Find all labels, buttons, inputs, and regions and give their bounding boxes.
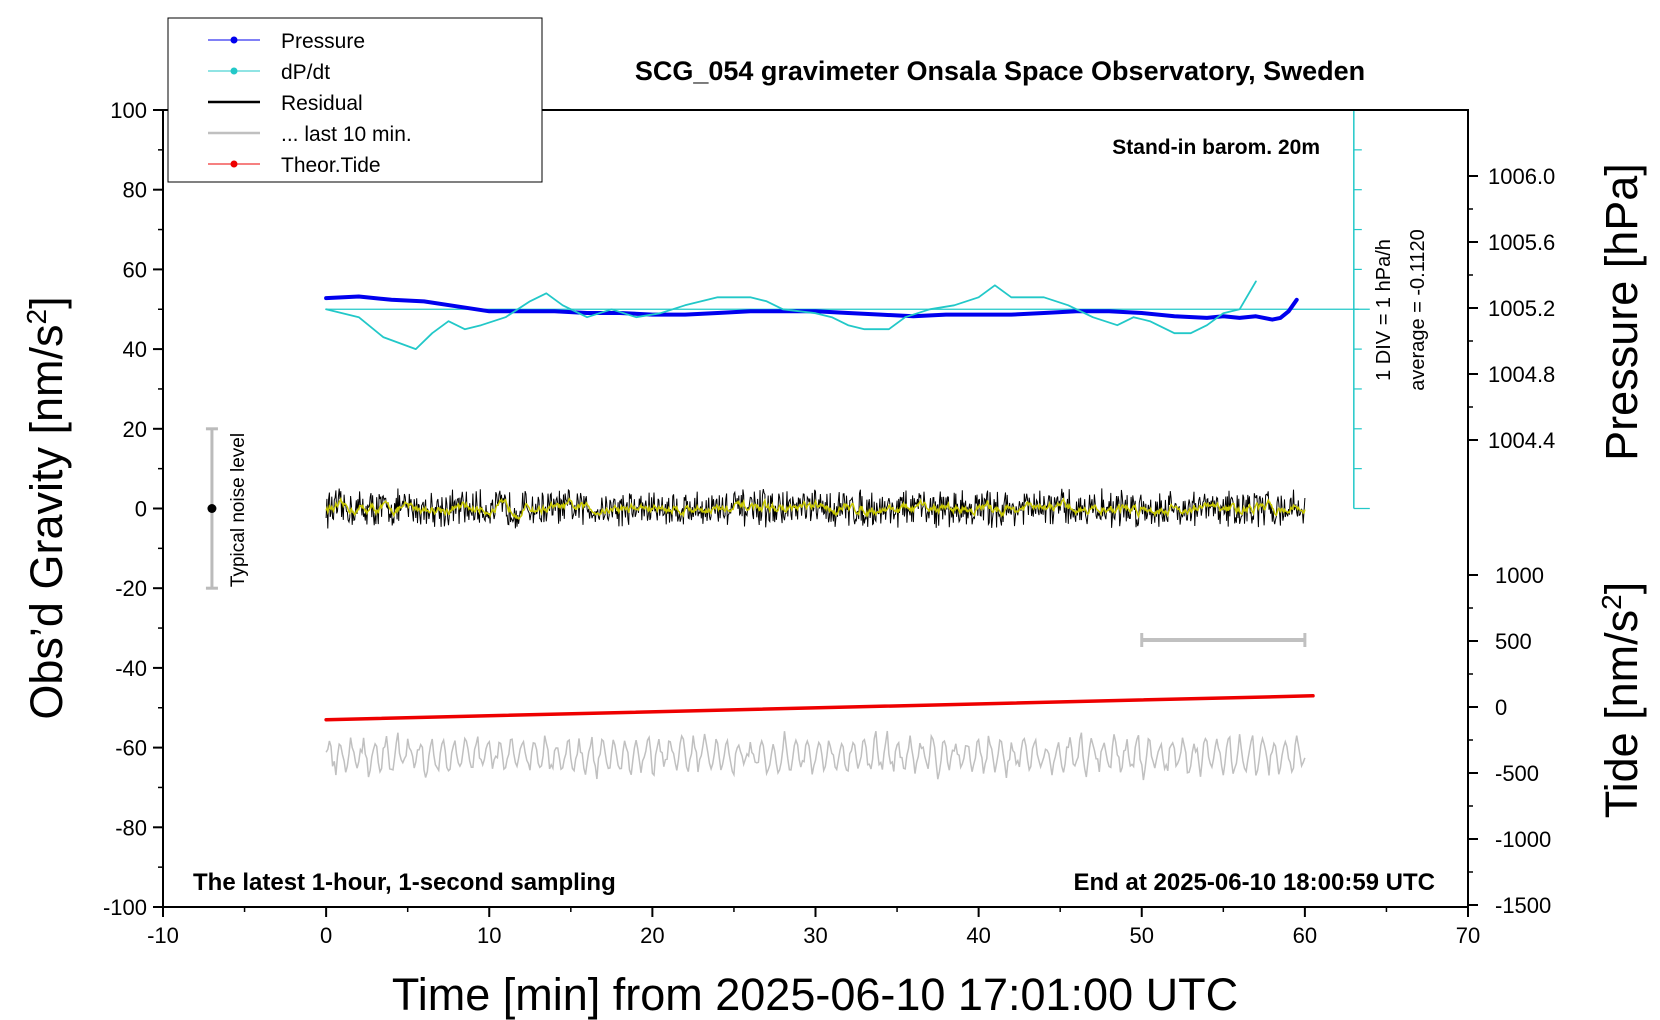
x-tick-label: 20 bbox=[640, 923, 664, 948]
x-tick-label: 0 bbox=[320, 923, 332, 948]
pressure-tick-label: 1004.8 bbox=[1488, 362, 1555, 387]
x-tick-label: 10 bbox=[477, 923, 501, 948]
legend: Pressure dP/dt Residual ... last 10 min. The… bbox=[167, 17, 543, 183]
tide-tick-label: 0 bbox=[1495, 695, 1507, 720]
y-left-tick-label: -20 bbox=[115, 576, 147, 601]
noise-bar-center bbox=[207, 504, 217, 513]
pressure-tick-label: 1006.0 bbox=[1488, 164, 1555, 189]
latest-hour-annotation: The latest 1-hour, 1-second sampling bbox=[193, 869, 616, 896]
y-left-tick-label: 80 bbox=[123, 178, 147, 203]
div-annotation: 1 DIV = 1 hPa/h bbox=[1373, 239, 1395, 381]
legend-marker bbox=[230, 160, 238, 168]
tide-tick-label: -1500 bbox=[1495, 893, 1551, 918]
plot-frame bbox=[162, 109, 1469, 908]
series-line bbox=[325, 280, 1257, 350]
legend-marker bbox=[230, 67, 238, 75]
pressure-tick-label: 1005.2 bbox=[1488, 296, 1555, 321]
x-tick-label: 60 bbox=[1293, 923, 1317, 948]
stand-in-annotation: Stand-in barom. 20m bbox=[1112, 136, 1320, 159]
x-axis-label: Time [min] from 2025-06-10 17:01:00 UTC bbox=[392, 969, 1238, 1020]
pressure-axis-label: Pressure [hPa] bbox=[1596, 163, 1647, 461]
y-left-tick-label: 40 bbox=[123, 337, 147, 362]
y-axis-left-label: Obs’d Gravity [nm/s2] bbox=[21, 296, 72, 719]
legend-label: Pressure bbox=[281, 30, 365, 53]
chart-title: SCG_054 gravimeter Onsala Space Observat… bbox=[635, 56, 1365, 86]
y-left-tick-label: -40 bbox=[115, 656, 147, 681]
legend-box bbox=[167, 17, 543, 183]
end-time-annotation: End at 2025-06-10 18:00:59 UTC bbox=[1074, 869, 1436, 896]
tide-tick-label: 1000 bbox=[1495, 563, 1544, 588]
x-tick-label: 70 bbox=[1456, 923, 1480, 948]
residual-smoothed-line bbox=[325, 496, 1306, 520]
average-annotation: average = -0.1120 bbox=[1407, 229, 1429, 390]
y-left-tick-label: -100 bbox=[103, 895, 147, 920]
legend-label: dP/dt bbox=[281, 61, 330, 84]
tide-tick-label: -1000 bbox=[1495, 827, 1551, 852]
y-left-tick-label: -80 bbox=[115, 815, 147, 840]
series-line bbox=[324, 294, 1299, 322]
y-left-tick-label: 20 bbox=[123, 417, 147, 442]
tide-axis-label: Tide [nm/s2] bbox=[1596, 582, 1647, 818]
pressure-tick-label: 1004.4 bbox=[1488, 428, 1555, 453]
residual-series-line bbox=[325, 488, 1306, 529]
tide-tick-label: 500 bbox=[1495, 629, 1532, 654]
x-tick-label: 40 bbox=[966, 923, 990, 948]
noise-annotation: Typical noise level bbox=[228, 433, 249, 587]
y-left-tick-label: 0 bbox=[135, 497, 147, 522]
legend-marker bbox=[230, 36, 238, 44]
y-left-tick-label: -60 bbox=[115, 736, 147, 761]
tide-tick-label: -500 bbox=[1495, 761, 1539, 786]
x-tick-label: -10 bbox=[147, 923, 179, 948]
x-tick-label: 30 bbox=[803, 923, 827, 948]
series-line bbox=[324, 694, 1315, 722]
last10-series-line bbox=[325, 730, 1306, 781]
x-tick-label: 50 bbox=[1130, 923, 1154, 948]
pressure-tick-label: 1005.6 bbox=[1488, 230, 1555, 255]
legend-label: Theor.Tide bbox=[281, 154, 381, 177]
y-left-tick-label: 60 bbox=[123, 257, 147, 282]
y-left-tick-label: 100 bbox=[110, 98, 147, 123]
legend-label: ... last 10 min. bbox=[281, 123, 412, 146]
series-layer bbox=[205, 280, 1315, 781]
legend-label: Residual bbox=[281, 92, 363, 115]
